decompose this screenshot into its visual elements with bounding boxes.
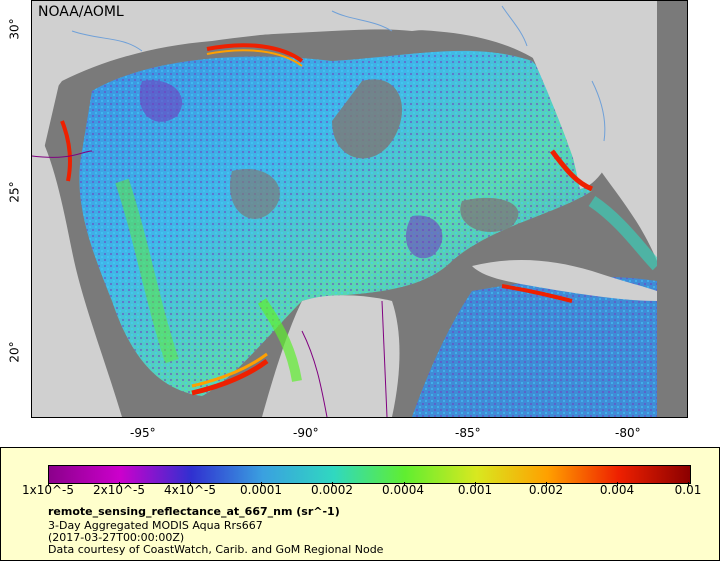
lon-label-90: -90° xyxy=(293,426,319,440)
colorbar-tick-mark xyxy=(545,482,547,486)
colorbar-tick-mark xyxy=(688,482,689,486)
colorbar xyxy=(48,465,691,484)
colorbar-tick-label: 0.004 xyxy=(599,483,635,497)
lat-label-20: 20° xyxy=(7,341,22,363)
legend-product: 3-Day Aggregated MODIS Aqua Rrs667 xyxy=(48,519,263,532)
colorbar-tick-mark xyxy=(403,482,405,486)
colorbar-tick-label: 1x10^-5 xyxy=(21,483,75,497)
colorbar-tick-mark xyxy=(261,482,263,486)
land-mexico-west xyxy=(32,121,122,417)
legend-credit: Data courtesy of CoastWatch, Carib. and … xyxy=(48,543,384,556)
legend-variable-title: remote_sensing_reflectance_at_667_nm (sr… xyxy=(48,505,340,518)
colorbar-tick-mark xyxy=(474,482,476,486)
colorbar-tick-mark xyxy=(616,482,618,486)
agency-label: NOAA/AOML xyxy=(38,4,124,20)
lat-label-25: 25° xyxy=(7,181,22,203)
land-yucatan xyxy=(262,295,400,417)
colorbar-tick-label: 0.01 xyxy=(674,483,702,497)
colorbar-tick-label: 0.0004 xyxy=(382,483,424,497)
lon-label-80: -80° xyxy=(615,426,641,440)
colorbar-tick-mark xyxy=(190,482,192,486)
colorbar-tick-label: 0.001 xyxy=(457,483,493,497)
reflectance-map[interactable] xyxy=(32,1,687,417)
colorbar-tick-mark xyxy=(48,482,49,486)
land-cuba xyxy=(472,259,657,301)
colorbar-tick-label: 2x10^-5 xyxy=(92,483,146,497)
legend-panel: 1x10^-5 2x10^-5 4x10^-5 0.0001 0.0002 0.… xyxy=(0,447,720,561)
lon-label-85: -85° xyxy=(455,426,481,440)
colorbar-tick-label: 0.002 xyxy=(528,483,564,497)
colorbar-tick-mark xyxy=(119,482,121,486)
colorbar-tick-label: 4x10^-5 xyxy=(163,483,217,497)
legend-time: (2017-03-27T00:00:00Z) xyxy=(48,531,185,544)
colorbar-tick-mark xyxy=(332,482,334,486)
land-florida xyxy=(544,1,638,189)
lat-label-30: 30° xyxy=(7,18,22,40)
lon-label-95: -95° xyxy=(130,426,156,440)
map-panel[interactable]: NOAA/AOML xyxy=(31,0,688,418)
colorbar-tick-label: 0.0002 xyxy=(311,483,353,497)
colorbar-tick-label: 0.0001 xyxy=(240,483,282,497)
